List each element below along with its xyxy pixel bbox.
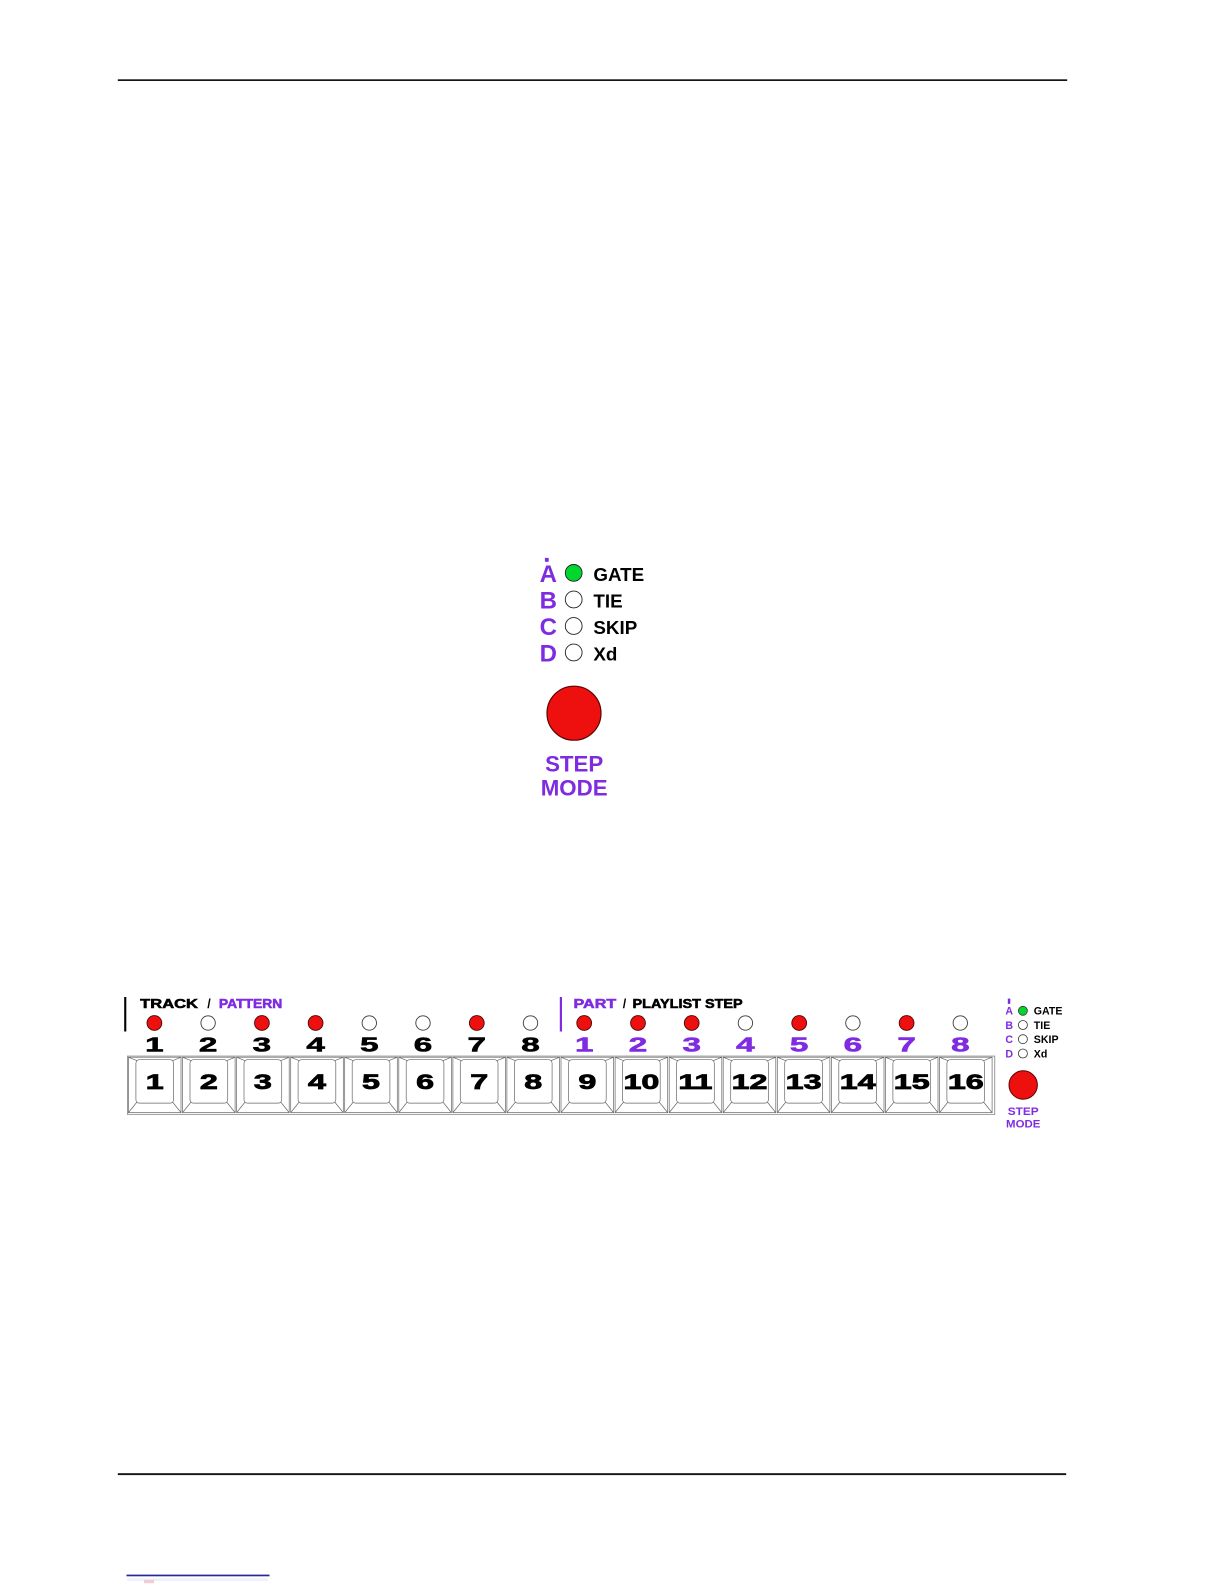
svg-text:SKIP: SKIP <box>1034 1034 1059 1046</box>
svg-text:B: B <box>1005 1020 1013 1032</box>
svg-text:7: 7 <box>897 1033 915 1056</box>
svg-text:1: 1 <box>145 1033 163 1056</box>
svg-text:16: 16 <box>948 1069 984 1093</box>
svg-text:10: 10 <box>623 1069 659 1093</box>
svg-text:2: 2 <box>199 1033 217 1056</box>
svg-text:7: 7 <box>468 1033 486 1056</box>
svg-text:3: 3 <box>682 1033 700 1056</box>
svg-text:12: 12 <box>732 1069 768 1093</box>
svg-text:A: A <box>1005 1006 1013 1018</box>
svg-text:PATTERN: PATTERN <box>219 997 282 1011</box>
svg-text:PART: PART <box>574 997 617 1011</box>
svg-text:TIE: TIE <box>593 590 622 611</box>
svg-text:1: 1 <box>575 1033 593 1056</box>
svg-text:7: 7 <box>470 1069 488 1093</box>
svg-text:4: 4 <box>736 1033 755 1056</box>
svg-text:8: 8 <box>524 1069 542 1093</box>
svg-text:STEP: STEP <box>545 751 603 776</box>
svg-text:TRACK: TRACK <box>140 997 198 1011</box>
svg-text:/: / <box>207 997 211 1011</box>
svg-text:Xd: Xd <box>1034 1048 1048 1060</box>
svg-text:TIE: TIE <box>1034 1020 1050 1032</box>
svg-text:SKIP: SKIP <box>593 617 637 638</box>
svg-text:9: 9 <box>578 1069 596 1093</box>
svg-text:Xd: Xd <box>593 643 617 664</box>
svg-text:6: 6 <box>416 1069 434 1093</box>
svg-text:A: A <box>540 561 557 588</box>
svg-text:B: B <box>540 587 557 614</box>
svg-text:MODE: MODE <box>1006 1118 1040 1130</box>
svg-text:4: 4 <box>306 1033 325 1056</box>
svg-text:STEP: STEP <box>1008 1106 1039 1118</box>
svg-text:13: 13 <box>786 1069 822 1093</box>
svg-text:11: 11 <box>678 1069 712 1093</box>
svg-text:3: 3 <box>254 1069 272 1093</box>
svg-text:6: 6 <box>844 1033 862 1056</box>
svg-text:14: 14 <box>840 1069 877 1093</box>
svg-text:15: 15 <box>894 1069 930 1093</box>
svg-text:2: 2 <box>200 1069 218 1093</box>
svg-text:C: C <box>540 614 557 641</box>
svg-text:5: 5 <box>360 1033 378 1056</box>
svg-text:5: 5 <box>790 1033 808 1056</box>
svg-text:8: 8 <box>521 1033 539 1056</box>
svg-text:3: 3 <box>253 1033 271 1056</box>
svg-text:GATE: GATE <box>593 564 644 585</box>
svg-text:5: 5 <box>362 1069 380 1093</box>
svg-text:4: 4 <box>308 1069 327 1093</box>
svg-text:MODE: MODE <box>541 775 608 800</box>
svg-text:PLAYLIST STEP: PLAYLIST STEP <box>633 997 743 1011</box>
svg-text:/: / <box>623 997 627 1011</box>
svg-text:8: 8 <box>951 1033 969 1056</box>
svg-text:6: 6 <box>414 1033 432 1056</box>
svg-text:1: 1 <box>146 1069 164 1093</box>
svg-text:2: 2 <box>629 1033 647 1056</box>
svg-text:GATE: GATE <box>1034 1006 1063 1018</box>
svg-text:D: D <box>540 640 557 667</box>
svg-text:D: D <box>1005 1048 1013 1060</box>
svg-text:C: C <box>1005 1034 1013 1046</box>
